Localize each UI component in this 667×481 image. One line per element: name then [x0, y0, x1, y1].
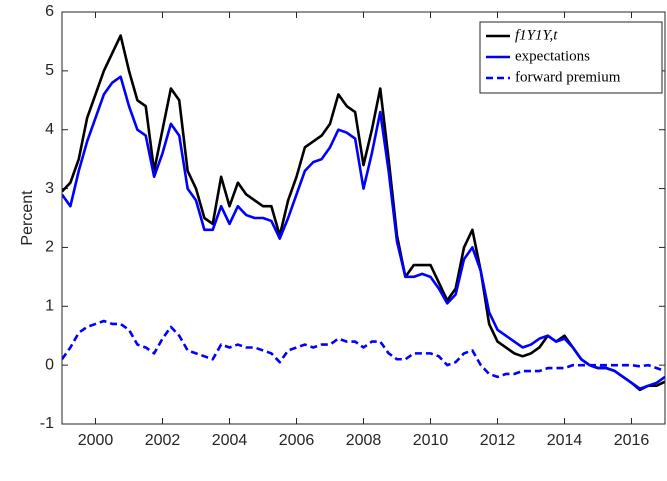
y-tick-label: 1	[45, 298, 54, 315]
x-tick-label: 2004	[212, 432, 248, 449]
y-tick-label: 3	[45, 180, 54, 197]
y-axis-label: Percent	[19, 190, 36, 246]
x-tick-label: 2000	[78, 432, 114, 449]
x-tick-label: 2016	[614, 432, 650, 449]
y-tick-label: 0	[45, 356, 54, 373]
y-tick-label: 4	[45, 121, 54, 138]
x-tick-label: 2008	[346, 432, 382, 449]
y-tick-label: 6	[45, 3, 54, 20]
line-series	[62, 319, 665, 379]
legend-label: forward premium	[515, 69, 621, 85]
y-tick-label: -1	[40, 415, 54, 432]
line-series	[62, 75, 665, 390]
x-tick-label: 2002	[145, 432, 181, 449]
legend-box	[479, 21, 663, 94]
axes-box	[61, 11, 666, 425]
line-series	[62, 34, 665, 392]
x-tick-label: 2010	[413, 432, 449, 449]
x-tick-label: 2006	[279, 432, 315, 449]
legend-label: f1Y1Y,t	[515, 27, 558, 43]
y-tick-label: 5	[45, 62, 54, 79]
x-tick-label: 2012	[480, 432, 516, 449]
legend-label: expectations	[515, 48, 590, 64]
y-tick-label: 2	[45, 239, 54, 256]
x-tick-label: 2014	[547, 432, 583, 449]
